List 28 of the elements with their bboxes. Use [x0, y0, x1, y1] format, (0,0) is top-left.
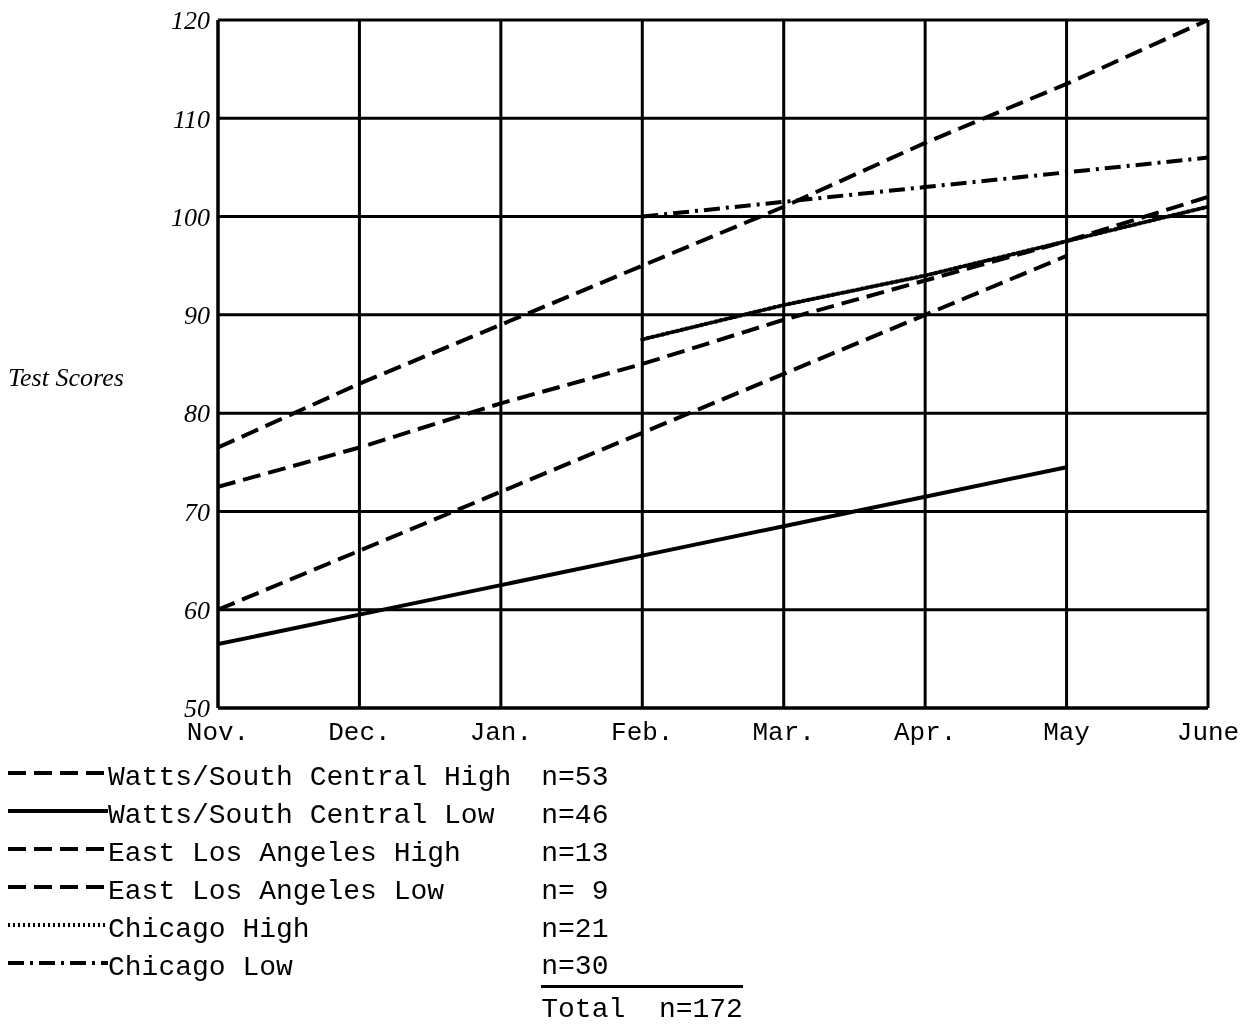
- y-tick-label: 70: [184, 497, 210, 527]
- y-tick-label: 80: [184, 399, 210, 429]
- x-tick-label: Jan.: [469, 718, 533, 749]
- y-tick-label: 120: [171, 6, 210, 36]
- y-tick-label: 90: [184, 301, 210, 331]
- x-tick-label: Mar.: [752, 718, 815, 749]
- text: n=13: [541, 836, 610, 871]
- legend-label: East Los Angeles High: [108, 836, 462, 871]
- text: Total n=172: [541, 992, 743, 1025]
- y-tick-label: 100: [171, 202, 210, 232]
- y-axis-title: Test Scores: [8, 363, 124, 392]
- text: n= 9: [541, 874, 610, 909]
- x-tick-label: May: [1043, 718, 1090, 749]
- text: n=21: [541, 912, 610, 947]
- x-tick-label: Dec.: [328, 718, 391, 749]
- y-tick-label: 110: [172, 104, 210, 134]
- legend-label: Chicago High: [108, 912, 311, 947]
- legend-label: East Los Angeles Low: [108, 874, 446, 909]
- x-tick-label: Apr.: [893, 718, 957, 749]
- text: n=46: [541, 798, 610, 833]
- text: n=53: [541, 760, 610, 795]
- legend-label: Watts/South Central High: [108, 760, 513, 795]
- legend-label: Chicago Low: [108, 950, 294, 985]
- x-tick-label: June: [1176, 718, 1240, 749]
- y-tick-label: 60: [184, 595, 210, 625]
- legend-label: Watts/South Central Low: [108, 798, 496, 833]
- x-tick-label: Feb.: [611, 718, 674, 749]
- text: n=30: [541, 948, 743, 986]
